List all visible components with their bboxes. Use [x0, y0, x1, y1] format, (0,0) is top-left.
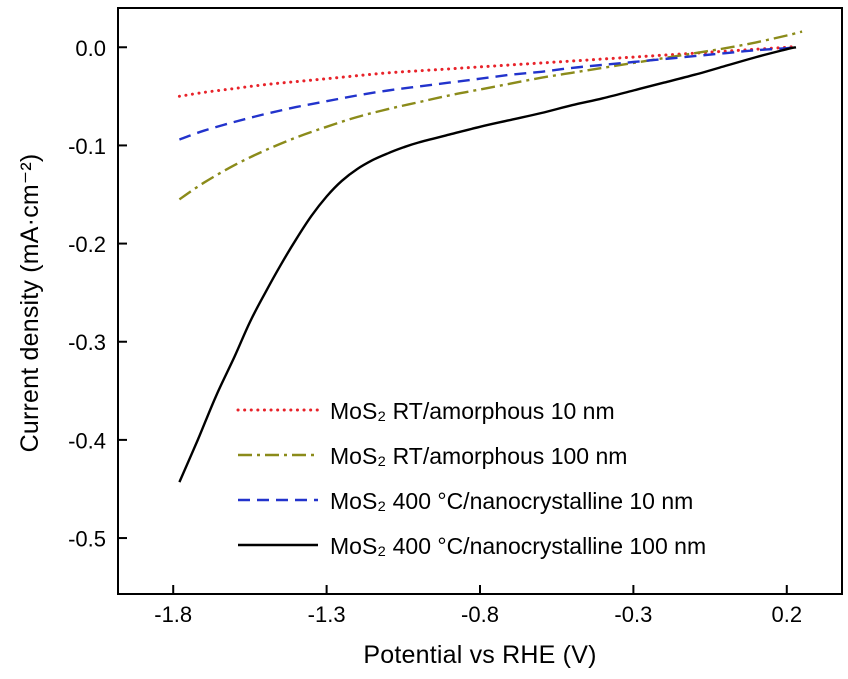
legend-label-mos2-400c-nanocrystalline-100nm: MoS₂ 400 °C/nanocrystalline 100 nm [330, 533, 706, 559]
y-tick-label: -0.3 [68, 330, 106, 355]
series-mos2-rt-amorphous-100nm-line [178, 30, 803, 201]
x-tick-label: -0.3 [614, 602, 652, 627]
legend-label-mos2-rt-amorphous-100nm: MoS₂ RT/amorphous 100 nm [330, 443, 627, 469]
y-axis-label: Current density (mA·cm⁻²) [16, 153, 44, 453]
series-mos2-400c-nanocrystalline-100nm-line [178, 46, 797, 483]
series-mos2-rt-amorphous-10nm-line [177, 44, 798, 98]
x-tick-label: 0.2 [771, 602, 802, 627]
x-tick-label: -1.3 [308, 602, 346, 627]
legend-label-mos2-400c-nanocrystalline-10nm: MoS₂ 400 °C/nanocrystalline 10 nm [330, 488, 693, 514]
y-tick-label: -0.4 [68, 428, 106, 453]
y-tick-label: -0.1 [68, 134, 106, 159]
x-axis-label: Potential vs RHE (V) [363, 641, 597, 669]
y-tick-label: -0.2 [68, 232, 106, 257]
y-tick-label: -0.5 [68, 527, 106, 552]
x-tick-label: -1.8 [154, 602, 192, 627]
y-tick-label: 0.0 [75, 36, 106, 61]
x-tick-label: -0.8 [461, 602, 499, 627]
series-mos2-400c-nanocrystalline-10nm-line [179, 46, 797, 141]
legend-label-mos2-rt-amorphous-10nm: MoS₂ RT/amorphous 10 nm [330, 398, 615, 424]
